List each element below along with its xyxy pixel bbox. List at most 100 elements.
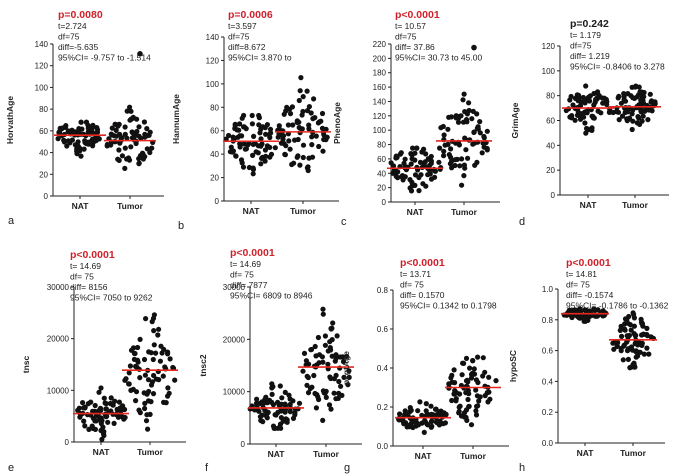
data-point: [582, 307, 588, 313]
data-point: [229, 149, 235, 155]
data-point: [320, 311, 326, 317]
data-point: [91, 136, 97, 142]
data-point: [282, 389, 288, 395]
data-point: [257, 414, 263, 420]
data-point: [471, 366, 477, 372]
data-point: [457, 163, 463, 169]
data-point: [473, 408, 479, 414]
y-tick-label: 60: [39, 127, 48, 136]
data-point: [276, 123, 282, 129]
data-point: [145, 426, 151, 432]
data-point: [275, 399, 281, 405]
data-point: [290, 122, 296, 128]
y-tick-label: 0: [551, 191, 556, 200]
y-tick-label: 40: [39, 149, 48, 158]
panel-letter: c: [341, 216, 347, 228]
data-point: [604, 101, 610, 108]
data-point: [633, 332, 639, 338]
data-point: [226, 132, 232, 139]
x-tick-label: Tumor: [137, 447, 164, 457]
data-point: [287, 106, 293, 112]
data-point: [90, 143, 96, 149]
stat-line: df= 75: [230, 270, 254, 280]
data-point: [158, 343, 164, 349]
stat-line: 95%CI= 0.1342 to 0.1798: [400, 301, 497, 311]
data-point: [308, 110, 314, 116]
x-tick-label: NAT: [577, 448, 595, 458]
data-point: [469, 370, 475, 376]
stat-line: diff= 37.86: [395, 42, 435, 52]
data-point: [250, 171, 256, 177]
data-point: [648, 99, 654, 105]
x-tick-label: NAT: [72, 201, 90, 211]
data-point: [305, 390, 312, 396]
y-tick-label: 1.0: [542, 285, 554, 294]
y-tick-label: 0.6: [542, 347, 554, 356]
data-point: [76, 405, 82, 411]
data-point: [428, 176, 435, 182]
data-point: [638, 97, 644, 103]
data-point: [589, 125, 595, 131]
data-point: [634, 120, 640, 126]
data-point: [254, 396, 260, 402]
data-point: [301, 350, 308, 356]
stat-line: t= 1.179: [570, 30, 601, 40]
data-point: [232, 135, 238, 141]
data-point: [150, 315, 157, 321]
data-point: [410, 145, 416, 151]
data-point: [311, 96, 317, 102]
data-point: [258, 161, 264, 167]
data-point: [627, 322, 633, 328]
data-point: [105, 419, 111, 425]
data-point: [250, 152, 256, 158]
y-tick-label: 0.6: [377, 325, 389, 334]
data-point: [449, 397, 455, 404]
data-point: [273, 412, 279, 418]
data-point: [165, 349, 171, 355]
y-tick-label: 100: [206, 80, 220, 89]
data-point: [137, 336, 143, 342]
data-point: [278, 408, 284, 414]
data-point: [280, 136, 286, 142]
outlier-point: [137, 51, 143, 57]
data-point: [96, 389, 102, 395]
data-point: [142, 372, 148, 378]
data-point: [256, 115, 262, 121]
y-tick-label: 0.4: [542, 377, 554, 386]
data-point: [81, 405, 87, 411]
data-point: [456, 404, 462, 410]
data-point: [61, 139, 67, 145]
data-point: [266, 132, 272, 138]
data-point: [149, 145, 155, 151]
data-point: [328, 406, 334, 412]
data-point: [137, 153, 144, 159]
data-point: [295, 406, 301, 412]
data-point: [287, 409, 293, 415]
stat-line: diff= 7877: [230, 280, 268, 290]
data-point: [300, 368, 306, 374]
data-point: [313, 405, 319, 411]
data-point: [563, 107, 569, 114]
data-point: [434, 420, 440, 426]
y-tick-label: 0.0: [542, 439, 554, 448]
y-tick-label: 140: [35, 40, 49, 49]
data-point: [249, 112, 255, 119]
data-point: [98, 427, 104, 434]
data-point: [243, 146, 249, 152]
y-tick-label: 40: [546, 141, 555, 150]
data-point: [412, 150, 418, 156]
data-point: [316, 143, 322, 150]
data-point: [325, 361, 331, 367]
data-point: [648, 334, 654, 340]
data-point: [82, 423, 88, 429]
y-tick-label: 20: [546, 166, 555, 175]
data-point: [644, 325, 650, 331]
data-point: [327, 345, 333, 351]
data-point: [275, 425, 281, 431]
y-tick-label: 120: [206, 56, 220, 65]
data-point: [614, 343, 620, 349]
data-point: [618, 348, 624, 354]
data-point: [148, 399, 154, 405]
data-point: [285, 122, 291, 128]
data-point: [333, 372, 339, 378]
